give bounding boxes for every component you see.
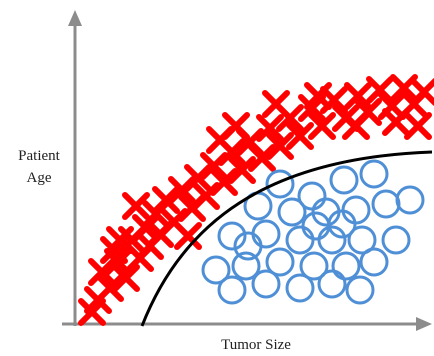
circle-markers: [201, 159, 425, 305]
circle-marker: [277, 197, 307, 227]
circle-marker: [341, 195, 371, 225]
x-axis-label: Tumor Size: [221, 337, 291, 353]
circle-marker: [381, 225, 411, 255]
circle-marker: [299, 251, 329, 281]
cross-marker: [308, 112, 336, 140]
cross-marker: [88, 258, 116, 286]
circle-marker: [201, 255, 231, 285]
circle-marker: [331, 251, 361, 281]
cross-markers: [78, 74, 434, 326]
circle-marker: [217, 275, 247, 305]
decision-boundary: [140, 150, 433, 327]
cross-marker: [206, 126, 234, 154]
cross-marker: [262, 90, 290, 118]
cross-marker: [286, 122, 314, 150]
circle-marker: [265, 247, 295, 277]
circle-marker: [347, 225, 377, 255]
cross-marker: [344, 82, 372, 110]
cross-marker: [266, 132, 294, 160]
cross-marker: [106, 226, 134, 254]
circle-marker: [359, 159, 389, 189]
circle-marker: [231, 251, 261, 281]
circle-marker: [329, 165, 359, 195]
y-axis-arrow: [68, 10, 82, 26]
cross-marker: [404, 112, 432, 140]
circle-marker: [251, 269, 281, 299]
cross-marker: [152, 186, 180, 214]
cross-marker: [342, 112, 370, 140]
cross-marker: [304, 82, 332, 110]
cross-marker: [112, 264, 140, 292]
y-axis-label: Patient Age: [8, 145, 70, 189]
cross-marker: [146, 220, 174, 248]
circle-marker: [395, 185, 425, 215]
cross-marker: [78, 298, 106, 326]
circle-marker: [285, 273, 315, 303]
cross-marker: [228, 156, 256, 184]
circle-marker: [371, 189, 401, 219]
axes: [62, 10, 432, 331]
circle-marker: [233, 231, 263, 261]
cross-marker: [248, 144, 276, 172]
cross-marker: [96, 274, 124, 302]
circle-marker: [317, 269, 347, 299]
circle-marker: [251, 219, 281, 249]
cross-marker: [256, 114, 284, 142]
cross-marker: [410, 78, 434, 106]
circle-marker: [345, 275, 375, 305]
circle-marker: [217, 221, 247, 251]
cross-marker: [122, 192, 150, 220]
x-axis-arrow: [416, 317, 432, 331]
circle-marker: [359, 247, 389, 277]
circle-marker: [285, 225, 315, 255]
cross-marker: [210, 168, 238, 196]
cross-marker: [174, 222, 202, 250]
cross-marker: [382, 108, 410, 136]
circle-marker: [265, 169, 295, 199]
y-axis-label-line-1: Patient: [18, 148, 60, 164]
circle-marker: [301, 211, 331, 241]
y-axis-label-line-2: Age: [26, 170, 52, 186]
